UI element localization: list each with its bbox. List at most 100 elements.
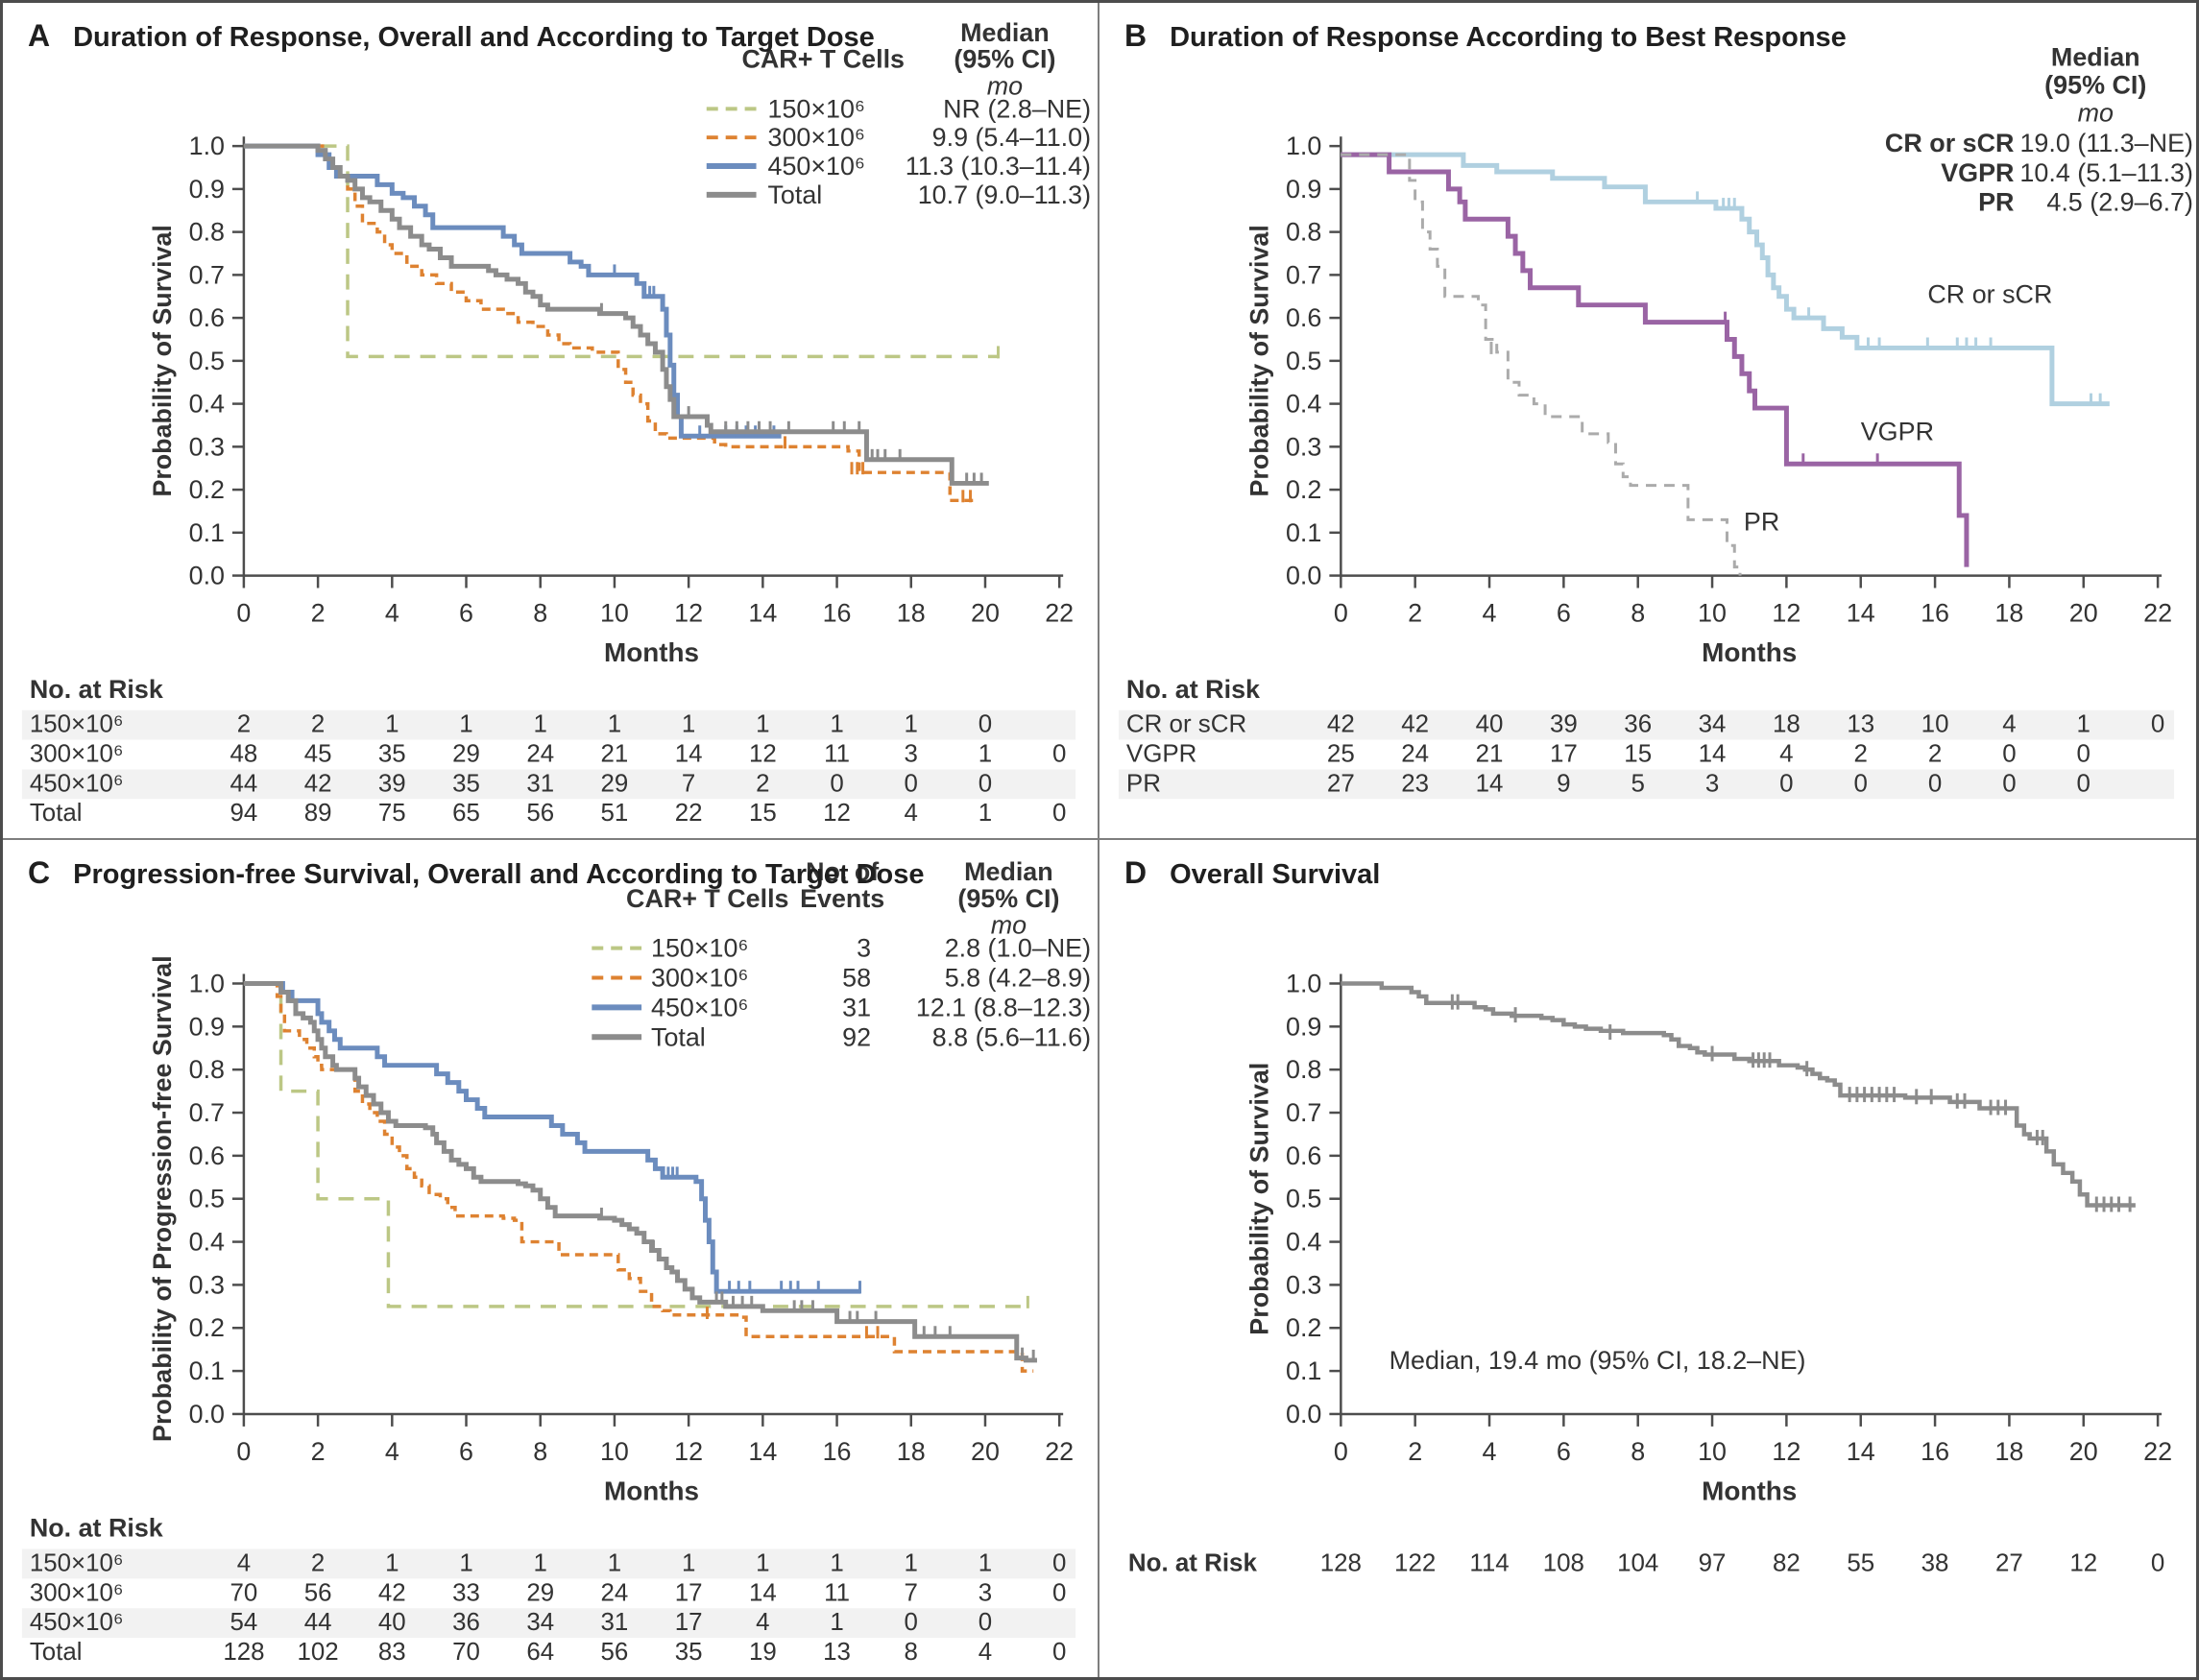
y-tick-label: 0.0 (189, 1400, 225, 1428)
risk-value: 42 (378, 1579, 406, 1606)
legend-row-label: 450×10⁶ (651, 993, 748, 1021)
risk-value: 2 (311, 711, 325, 738)
risk-value: 102 (298, 1639, 339, 1666)
risk-value: 128 (223, 1639, 264, 1666)
y-tick-label: 0.9 (1286, 175, 1321, 204)
x-tick-label: 14 (1847, 598, 1875, 627)
risk-value: 1 (385, 1549, 399, 1576)
legend-row-value: 19.0 (11.3–NE) (2019, 129, 2193, 157)
risk-value: 21 (1476, 740, 1504, 767)
risk-table-header: No. at Risk (30, 1513, 163, 1542)
risk-value: 42 (304, 770, 332, 797)
x-tick-label: 6 (1557, 1437, 1571, 1466)
risk-value: 12 (2069, 1549, 2097, 1576)
risk-value: 7 (905, 1579, 918, 1606)
risk-value: 55 (1847, 1549, 1874, 1576)
risk-value: 31 (526, 770, 554, 797)
risk-value: 34 (1699, 711, 1727, 738)
x-tick-label: 8 (533, 1437, 547, 1466)
x-tick-label: 10 (600, 1437, 629, 1466)
y-tick-label: 0.8 (1286, 218, 1321, 247)
risk-value: 0 (2002, 740, 2016, 767)
risk-value: 1 (979, 740, 992, 767)
risk-value: 1 (608, 1549, 621, 1576)
axes: 0.0 0.1 0.2 0.3 0.4 0.5 0.6 0.7 0.8 0.9 1.0 0 2 4 6 8 10… (1245, 132, 2173, 667)
panel-letter: C (28, 855, 51, 890)
censor-ticks-dose300 (784, 436, 973, 503)
risk-value: 29 (601, 770, 629, 797)
risk-value: 38 (1921, 1549, 1949, 1576)
x-tick-label: 22 (2143, 1437, 2172, 1466)
y-tick-label: 0.5 (1286, 1185, 1321, 1213)
risk-value: 1 (608, 711, 621, 738)
risk-value: 35 (378, 740, 406, 767)
risk-value: 4 (2002, 711, 2016, 738)
y-tick-label: 0.3 (189, 432, 225, 461)
risk-value: 0 (830, 770, 843, 797)
risk-value: 0 (1052, 740, 1066, 767)
risk-value: 1 (2077, 711, 2090, 738)
panel-progression-free-survival: C Progression-free Survival, Overall and… (3, 840, 1100, 1677)
svg-text:(95% CI): (95% CI) (957, 884, 1059, 913)
y-tick-label: 0.3 (1286, 432, 1321, 461)
x-tick-label: 0 (1334, 1437, 1348, 1466)
legend-value-header: Median (2051, 43, 2140, 72)
panel-header: C Progression-free Survival, Overall and… (28, 855, 924, 891)
series-total (243, 980, 1037, 1363)
x-tick-label: 20 (2069, 1437, 2098, 1466)
risk-value: 24 (601, 1579, 629, 1606)
risk-value: 23 (1401, 770, 1429, 797)
risk-value: 44 (304, 1609, 332, 1636)
y-tick-label: 0.0 (1286, 562, 1321, 590)
axes: 0.0 0.1 0.2 0.3 0.4 0.5 0.6 0.7 0.8 0.9 1.0 0 2 4 6 8 10… (148, 132, 1074, 667)
x-tick-label: 18 (1994, 598, 2023, 627)
panel-title: Progression-free Survival, Overall and A… (73, 859, 925, 890)
series-total (243, 143, 989, 486)
series-dose300 (243, 144, 979, 503)
plot-annotation: PR (1744, 508, 1779, 537)
x-axis-title: Months (1702, 1476, 1797, 1506)
y-tick-label: 0.2 (189, 475, 225, 504)
risk-value: 9 (1557, 770, 1570, 797)
risk-value: 2 (237, 711, 251, 738)
km-plot-progression-free-survival: 0.00.10.20.30.40.50.60.70.80.91.00 2 4 6 8 10… (21, 857, 1091, 1666)
risk-value: 1 (756, 1549, 769, 1576)
risk-value: 1 (830, 1549, 843, 1576)
y-tick-label: 0.7 (1286, 260, 1321, 289)
risk-value: 64 (526, 1639, 554, 1666)
series-curves (1341, 152, 2110, 576)
axes: 0.0 0.1 0.2 0.3 0.4 0.5 0.6 0.7 0.8 0.9 1.0 0 2 4 6 8 10… (148, 955, 1074, 1505)
risk-value: 70 (452, 1639, 480, 1666)
risk-value: 36 (1624, 711, 1652, 738)
y-tick-label: 0.8 (189, 218, 225, 247)
risk-value: 44 (230, 770, 258, 797)
y-tick-label: 0.9 (189, 175, 225, 204)
x-tick-label: 8 (533, 598, 547, 627)
y-axis-title: Probability of Survival (1245, 1063, 1274, 1335)
x-tick-label: 6 (1557, 598, 1571, 627)
risk-value: 0 (1052, 1549, 1066, 1576)
series-os (1341, 981, 2136, 1208)
legend-row-value: 12.1 (8.8–12.3) (916, 993, 1091, 1021)
series-pr (1341, 153, 1742, 576)
panel-header: D Overall Survival (1124, 855, 1380, 891)
legend-row-label: VGPR (1941, 158, 2014, 187)
legend-row-value: 2.8 (1.0–NE) (945, 934, 1091, 963)
risk-value: 4 (905, 800, 918, 827)
plot-annotation: Median, 19.4 mo (95% CI, 18.2–NE) (1389, 1346, 1806, 1375)
risk-value: 0 (979, 711, 992, 738)
y-axis-title: Probability of Survival (148, 225, 177, 496)
risk-value: 0 (1928, 770, 1942, 797)
y-tick-label: 0.5 (1286, 347, 1321, 375)
y-tick-label: 0.8 (1286, 1055, 1321, 1084)
legend-row-label: CR or sCR (1885, 129, 2015, 157)
risk-value: 39 (1550, 711, 1578, 738)
risk-value: 29 (526, 1579, 554, 1606)
legend-label-header: CAR+ T Cells (626, 884, 788, 913)
censor-ticks-os (1450, 994, 2132, 1212)
y-tick-label: 0.5 (189, 347, 225, 375)
risk-row-label: 300×10⁶ (30, 1579, 124, 1606)
risk-value: 3 (905, 740, 918, 767)
risk-value: 0 (1854, 770, 1868, 797)
